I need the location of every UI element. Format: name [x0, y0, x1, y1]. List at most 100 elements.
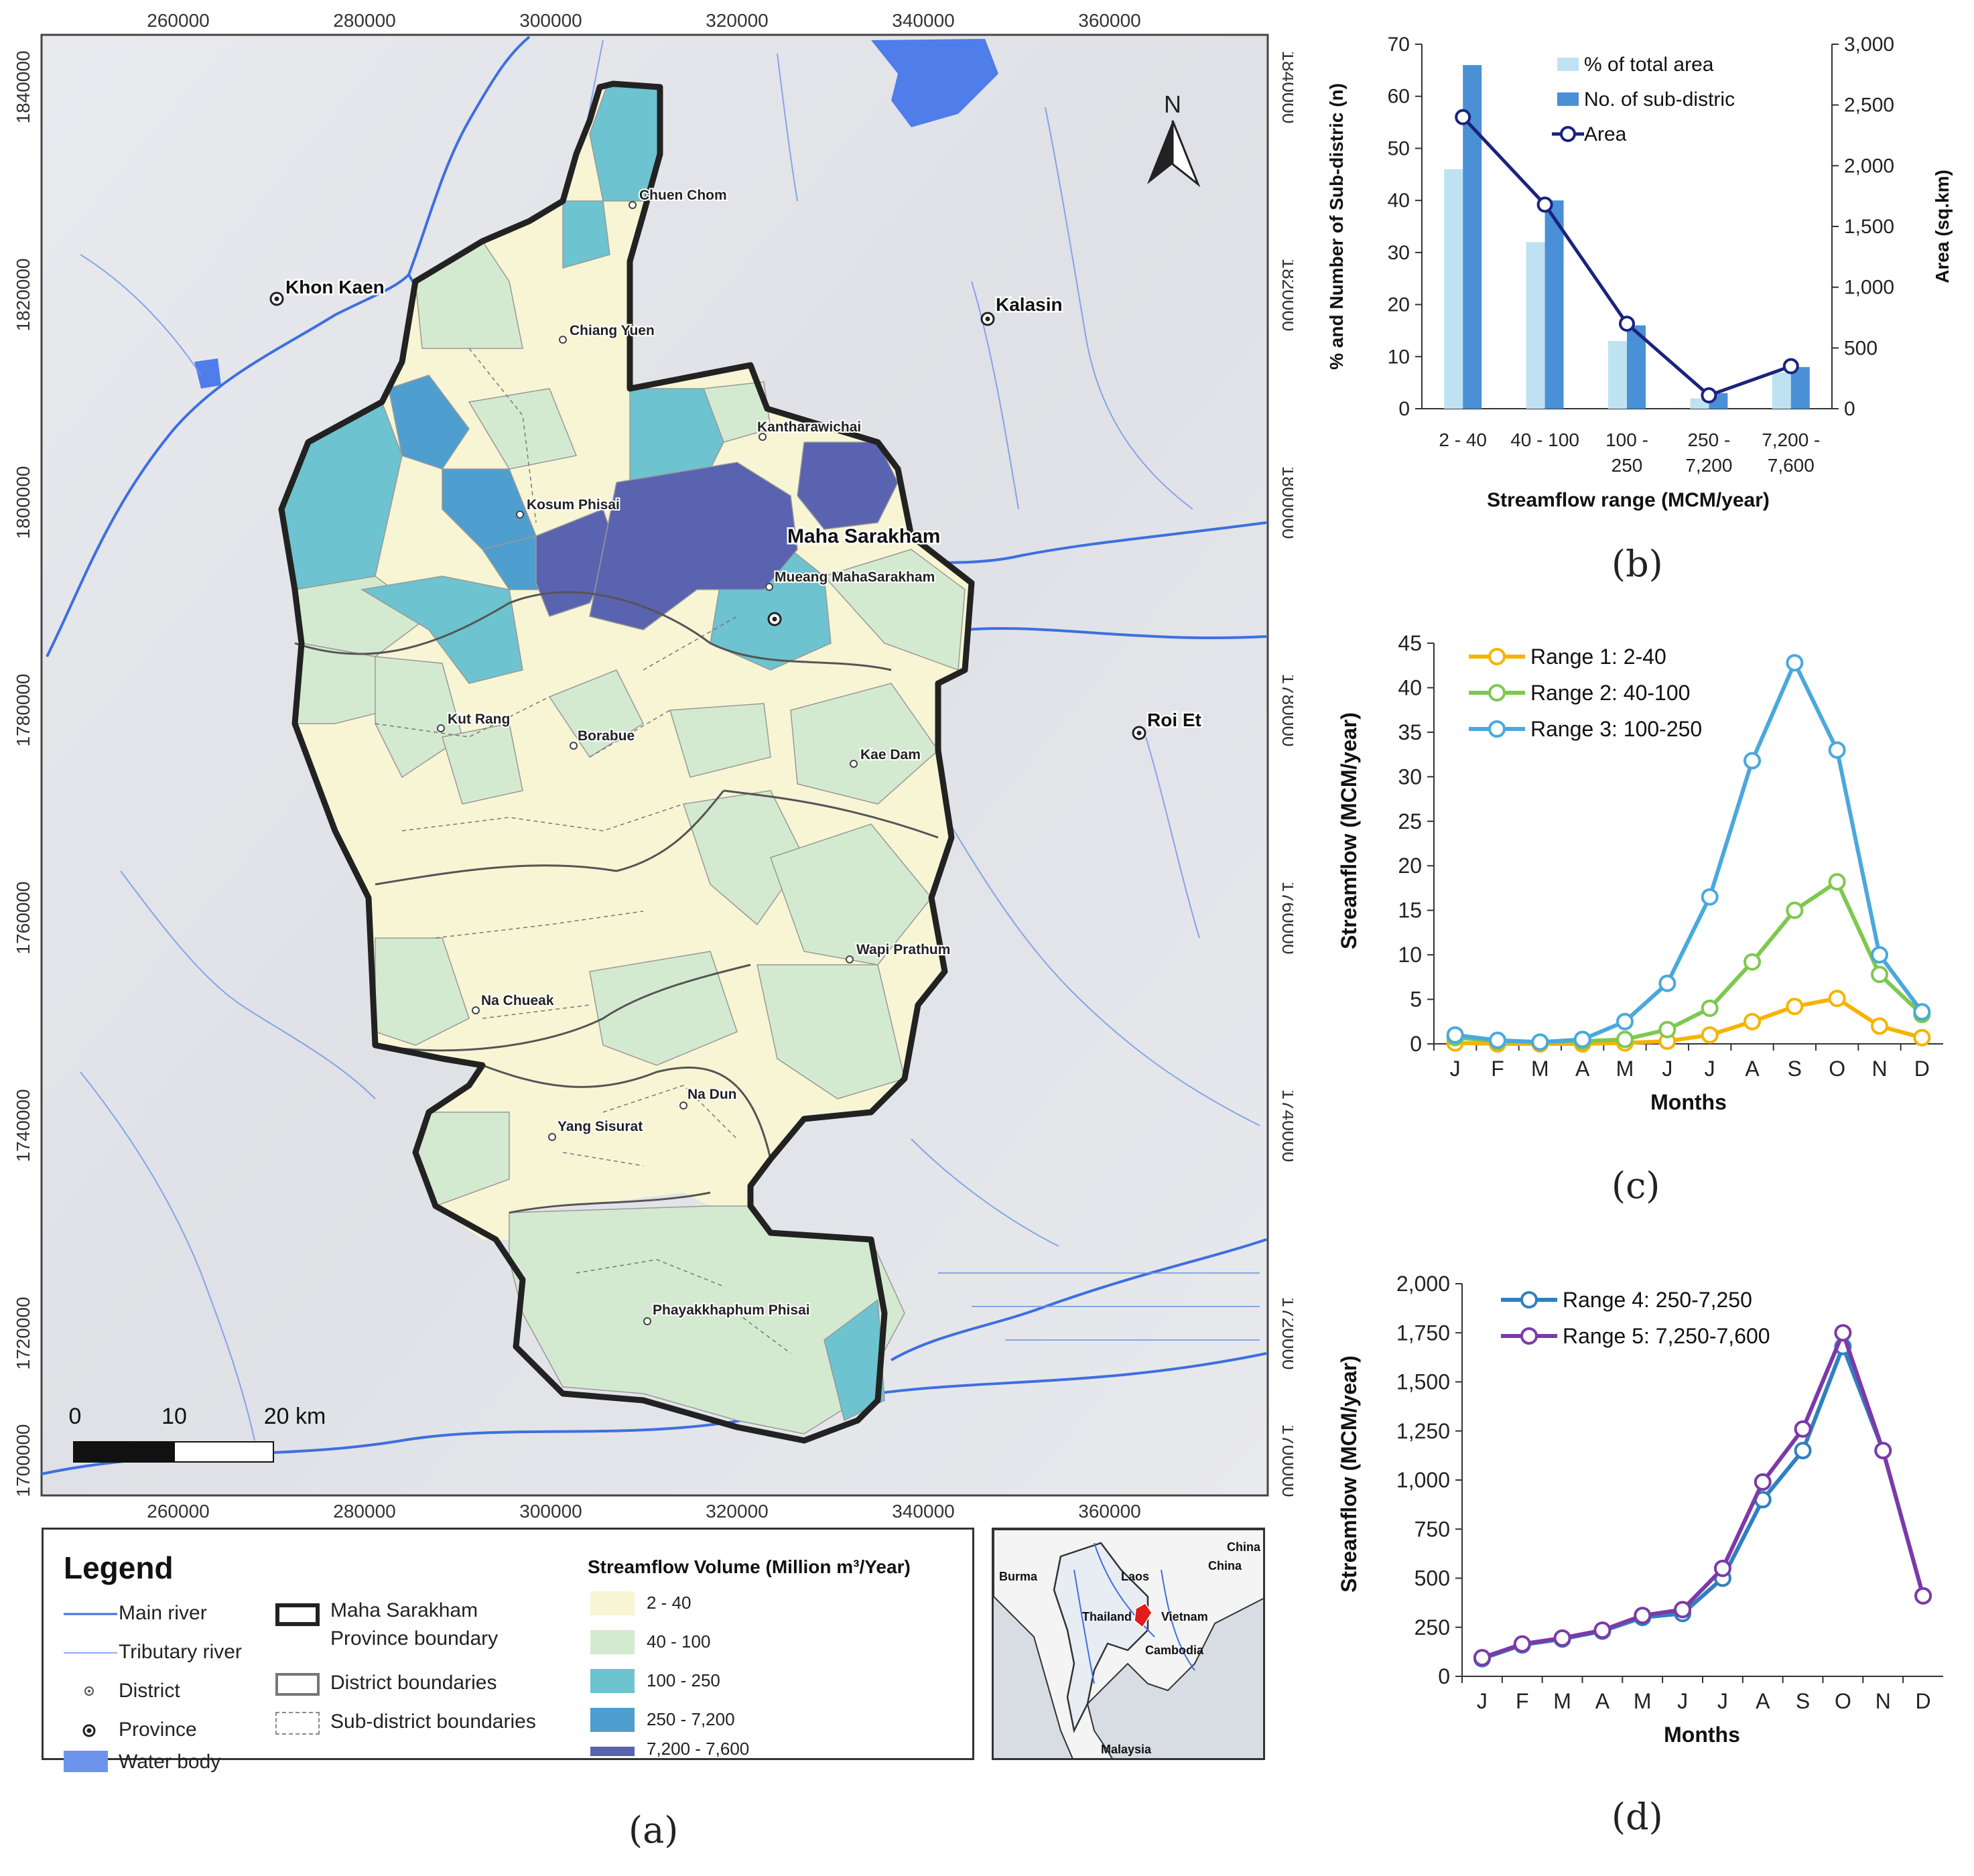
- chart-b-yticks-right: 0 500 1,000 1,500 2,000 2,500 3,000: [1832, 34, 1894, 420]
- y-tick-left: 1740000: [13, 1089, 34, 1162]
- inset-rivers: [1073, 1542, 1195, 1684]
- reservoir: [871, 39, 998, 127]
- y-tick-right: 1780000: [1278, 673, 1293, 746]
- x-tick-label: M: [1634, 1689, 1652, 1713]
- x-tick-label: O: [1835, 1689, 1851, 1713]
- legend-water-body: Water body: [119, 1751, 221, 1773]
- legend-marker: [1520, 1327, 1538, 1345]
- series-point: [1473, 1649, 1491, 1667]
- district-label: Mueang MahaSarakham: [775, 570, 935, 585]
- bar-pct-area: [1772, 372, 1791, 409]
- y-tick-label: 70: [1388, 34, 1410, 56]
- y2-tick-label: 500: [1844, 337, 1878, 359]
- streamflow-class-label: 40 - 100: [647, 1631, 711, 1652]
- province-markers: Khon Kaen Kalasin Maha Sarakham Roi Et: [269, 275, 1203, 740]
- panel-label-d: (d): [1611, 1796, 1663, 1838]
- chart-b-y2label: Area (sq.km): [1932, 170, 1953, 283]
- map-y-ticks: 1840000 1820000 1800000 1780000 1760000 …: [13, 50, 1293, 1497]
- chart-c-ylabel: Streamflow (MCM/year): [1337, 712, 1361, 949]
- district-marker: Yang Sisurat: [548, 1118, 644, 1141]
- district-marker: Chuen Chom: [629, 186, 728, 209]
- series-point: [1786, 654, 1804, 672]
- series-line: [1455, 880, 1924, 1045]
- range1-swatch: [590, 1591, 635, 1615]
- y2-tick-label: 1,000: [1844, 277, 1894, 299]
- series-point: [1658, 974, 1676, 992]
- y2-tick-label: 3,000: [1844, 34, 1894, 56]
- district-marker: Chiang Yuen: [559, 322, 656, 344]
- x-tick-label: 250 -: [1687, 429, 1730, 450]
- bar-pct-area: [1444, 169, 1463, 409]
- series-point: [1531, 1033, 1549, 1051]
- y-tick-left: 1840000: [13, 50, 34, 123]
- legend-province: Province: [119, 1719, 197, 1741]
- y-tick-left: 1720000: [13, 1296, 34, 1369]
- series-point: [1914, 1587, 1932, 1605]
- x-tick-top: 320000: [706, 10, 768, 31]
- y-tick-right: 1840000: [1278, 50, 1293, 123]
- bar-pct-area: [1608, 340, 1627, 409]
- x-tick-label: N: [1871, 1057, 1887, 1081]
- y-tick-label: 1,500: [1396, 1370, 1450, 1394]
- streamflow-class-label: 2 - 40: [647, 1593, 692, 1613]
- y-tick-label: 5: [1410, 988, 1422, 1012]
- streamflow-polygons: [281, 84, 972, 1434]
- range5-swatch: [590, 1747, 635, 1756]
- series-point: [1828, 741, 1846, 759]
- inset-label: Malaysia: [1101, 1743, 1152, 1756]
- series-point: [1593, 1621, 1611, 1639]
- chart-c-legend: Range 1: 2-40 Range 2: 40-100 Range 3: 100…: [1469, 645, 1702, 741]
- chart-b-bars: [1444, 65, 1810, 409]
- series-point: [1786, 901, 1804, 919]
- series-point: [1743, 953, 1761, 971]
- chart-d-yticks: 0 250 500 750 1,000 1,250 1,500 1,750 2,000: [1396, 1272, 1462, 1688]
- x-tick-label: J: [1705, 1057, 1715, 1081]
- inset-label: Vietnam: [1161, 1610, 1208, 1623]
- chart-d-ylabel: Streamflow (MCM/year): [1337, 1355, 1361, 1593]
- y-tick-label: 1,750: [1396, 1321, 1450, 1345]
- y-tick-left: 1780000: [13, 673, 34, 746]
- series-point: [1828, 990, 1846, 1008]
- pond: [194, 358, 221, 389]
- x-tick-label: M: [1531, 1057, 1549, 1081]
- map-x-ticks: 260000 280000 300000 320000 340000 36000…: [147, 10, 1140, 1521]
- legend-main-river: Main river: [119, 1602, 207, 1624]
- x-tick-top: 340000: [892, 10, 954, 31]
- legend: Legend Main river Tributary river Distri…: [42, 1528, 974, 1773]
- district-marker: Phayakkhaphum Phisai: [643, 1301, 811, 1325]
- series-point: [1713, 1559, 1731, 1577]
- series-point: [1786, 998, 1804, 1016]
- main-river-icon: [64, 1613, 117, 1615]
- panel-label-b: (b): [1611, 543, 1663, 585]
- chart-d-legend: Range 4: 250-7,250 Range 5: 7,250-7,600: [1501, 1288, 1770, 1348]
- province-icon: [82, 1724, 96, 1737]
- legend-district: District: [119, 1680, 180, 1702]
- x-tick-label: D: [1916, 1689, 1931, 1713]
- province-label: Kalasin: [996, 294, 1063, 315]
- chart-b-line: [1455, 109, 1799, 404]
- chart-b-legend: % of total area No. of sub-distric Area: [1552, 54, 1735, 145]
- y-tick-label: 15: [1398, 898, 1422, 923]
- y-tick-label: 0: [1410, 1032, 1422, 1056]
- inset-study-area: [1134, 1603, 1153, 1629]
- legend-label: Range 5: 7,250-7,600: [1563, 1324, 1770, 1348]
- y-tick-label: 35: [1398, 720, 1422, 744]
- series-point: [1701, 1026, 1719, 1044]
- y-tick-label: 20: [1388, 294, 1410, 316]
- province-label: Roi Et: [1147, 710, 1201, 730]
- legend-marker: [1520, 1291, 1538, 1309]
- x-tick-label: J: [1477, 1689, 1488, 1713]
- series-line: [1481, 1344, 1925, 1661]
- series-point: [1743, 1012, 1761, 1030]
- series-point: [1913, 1003, 1931, 1021]
- y-tick-right: 1700000: [1278, 1424, 1293, 1497]
- area-point: [1619, 316, 1635, 332]
- x-tick-label: O: [1829, 1057, 1845, 1081]
- district-label: Kut Rang: [448, 712, 510, 727]
- y-tick-label: 50: [1388, 137, 1410, 159]
- y-tick-label: 250: [1414, 1615, 1450, 1639]
- area-point: [1701, 387, 1717, 404]
- x-tick-label: F: [1516, 1689, 1529, 1713]
